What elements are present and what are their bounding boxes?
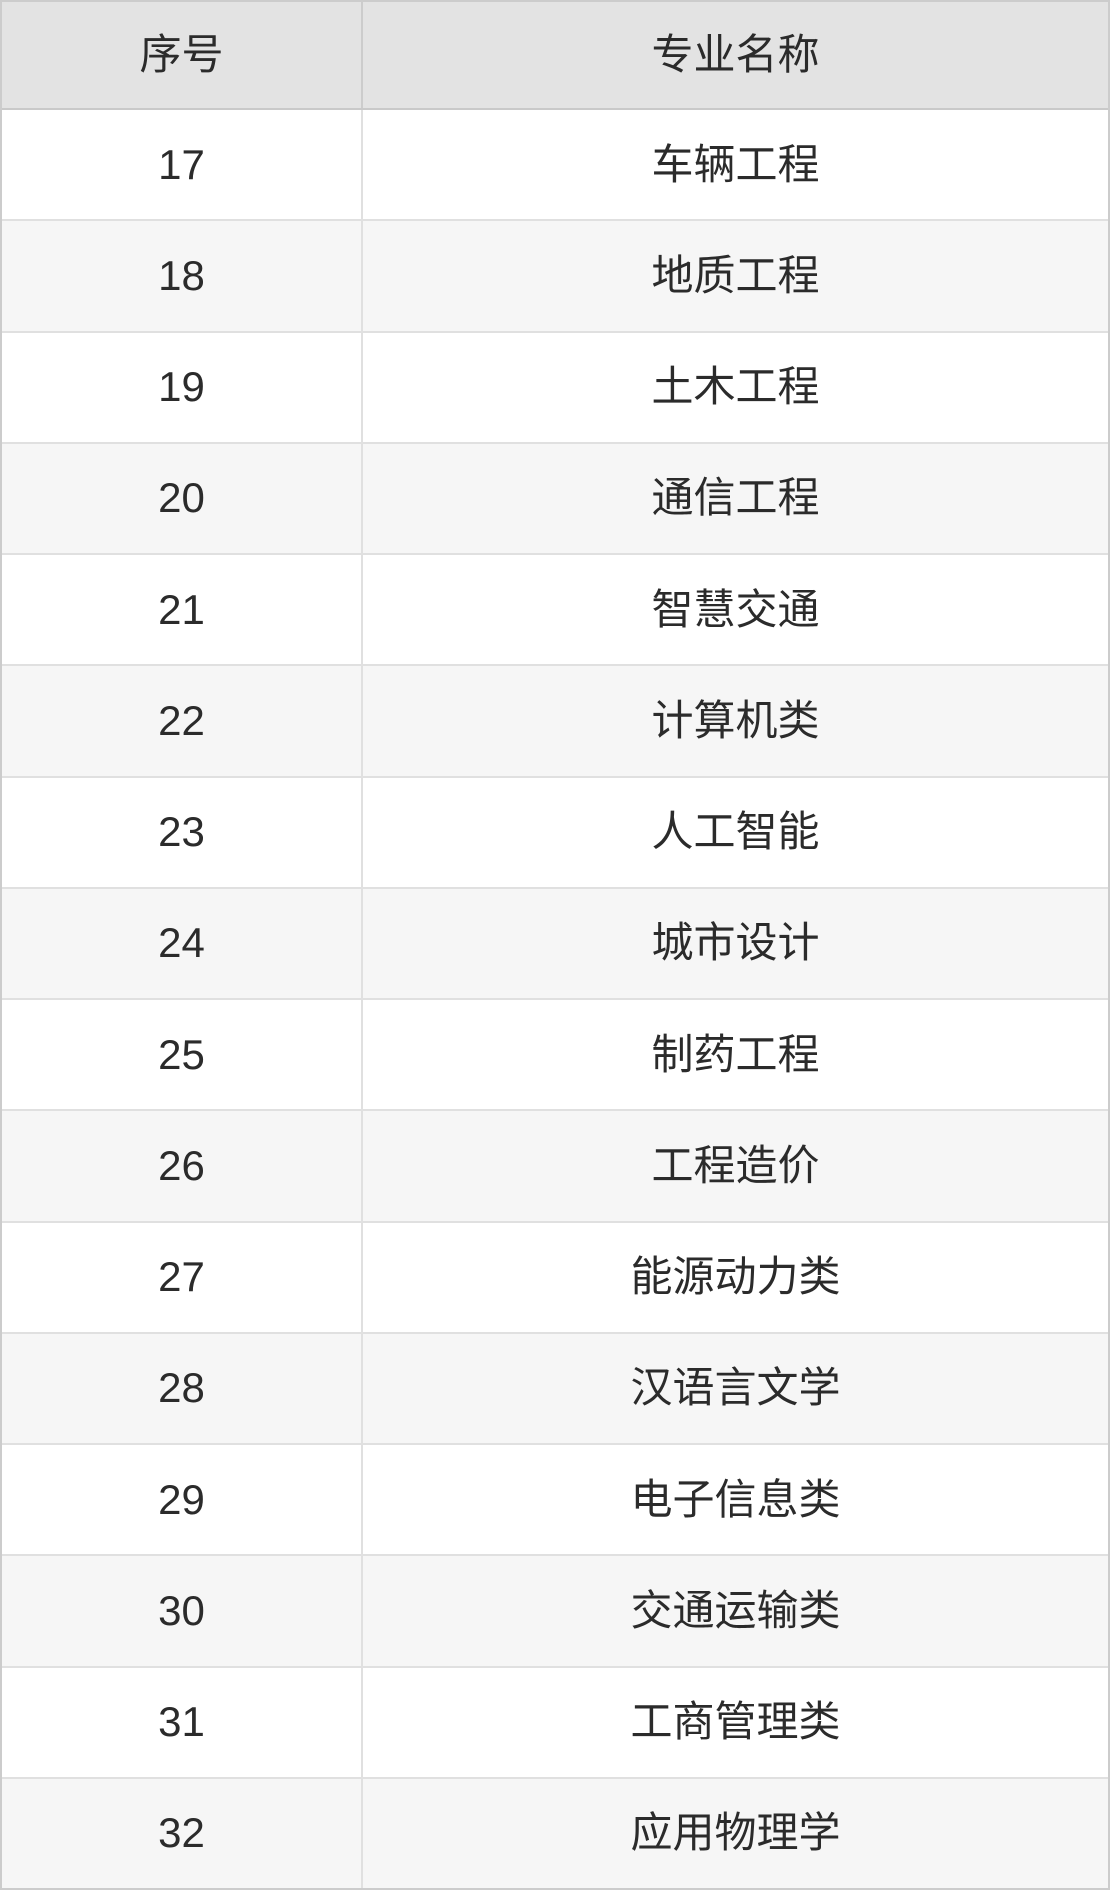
major-name-cell: 车辆工程 bbox=[651, 140, 820, 188]
table-row: 28 汉语言文学 bbox=[2, 1333, 1108, 1445]
table-row: 29 电子信息类 bbox=[2, 1445, 1108, 1557]
column-header-serial-number: 序号 bbox=[2, 2, 363, 108]
table-row: 18 地质工程 bbox=[2, 221, 1108, 333]
row-index-cell: 24 bbox=[2, 888, 363, 998]
table-row: 31 工商管理类 bbox=[2, 1667, 1108, 1779]
column-header-major-name: 专业名称 bbox=[651, 31, 820, 78]
major-name-cell: 计算机类 bbox=[651, 696, 820, 744]
major-name-cell: 智慧交通 bbox=[651, 585, 820, 633]
row-index-cell: 23 bbox=[2, 777, 363, 887]
row-index-cell: 17 bbox=[2, 110, 363, 220]
table-row: 19 土木工程 bbox=[2, 332, 1108, 444]
table-row: 20 通信工程 bbox=[2, 443, 1108, 555]
major-name-cell: 人工智能 bbox=[651, 808, 820, 856]
row-index-cell: 28 bbox=[2, 1333, 363, 1443]
major-name-cell: 交通运输类 bbox=[630, 1586, 841, 1634]
row-index-cell: 30 bbox=[2, 1556, 363, 1666]
table-header-row: 序号 专业名称 bbox=[2, 2, 1108, 110]
row-index-cell: 32 bbox=[2, 1778, 363, 1888]
row-index-cell: 26 bbox=[2, 1111, 363, 1221]
table-row: 21 智慧交通 bbox=[2, 555, 1108, 667]
row-index-cell: 29 bbox=[2, 1445, 363, 1555]
table-row: 30 交通运输类 bbox=[2, 1556, 1108, 1668]
major-name-cell: 工商管理类 bbox=[630, 1698, 841, 1746]
row-index-cell: 20 bbox=[2, 443, 363, 553]
major-name-cell: 能源动力类 bbox=[630, 1253, 841, 1301]
table-row: 23 人工智能 bbox=[2, 777, 1108, 889]
row-index-cell: 19 bbox=[2, 332, 363, 442]
row-index-cell: 25 bbox=[2, 1000, 363, 1110]
row-index-cell: 21 bbox=[2, 555, 363, 665]
table-row: 24 城市设计 bbox=[2, 888, 1108, 1000]
major-name-cell: 电子信息类 bbox=[630, 1475, 841, 1523]
table-row: 25 制药工程 bbox=[2, 1000, 1108, 1112]
row-index-cell: 27 bbox=[2, 1222, 363, 1332]
table-row: 17 车辆工程 bbox=[2, 110, 1108, 222]
table-row: 22 计算机类 bbox=[2, 666, 1108, 778]
row-index-cell: 31 bbox=[2, 1667, 363, 1777]
row-index-cell: 18 bbox=[2, 221, 363, 331]
table-row: 32 应用物理学 bbox=[2, 1778, 1108, 1888]
major-name-cell: 工程造价 bbox=[651, 1141, 820, 1189]
major-name-cell: 汉语言文学 bbox=[630, 1364, 841, 1412]
major-name-cell: 地质工程 bbox=[651, 251, 820, 299]
row-index-cell: 22 bbox=[2, 666, 363, 776]
major-name-cell: 土木工程 bbox=[651, 363, 820, 411]
table-row: 27 能源动力类 bbox=[2, 1222, 1108, 1334]
major-name-cell: 城市设计 bbox=[651, 919, 820, 967]
table-row: 26 工程造价 bbox=[2, 1111, 1108, 1223]
major-name-cell: 通信工程 bbox=[651, 474, 820, 522]
major-name-cell: 制药工程 bbox=[651, 1030, 820, 1078]
major-name-cell: 应用物理学 bbox=[630, 1809, 841, 1857]
